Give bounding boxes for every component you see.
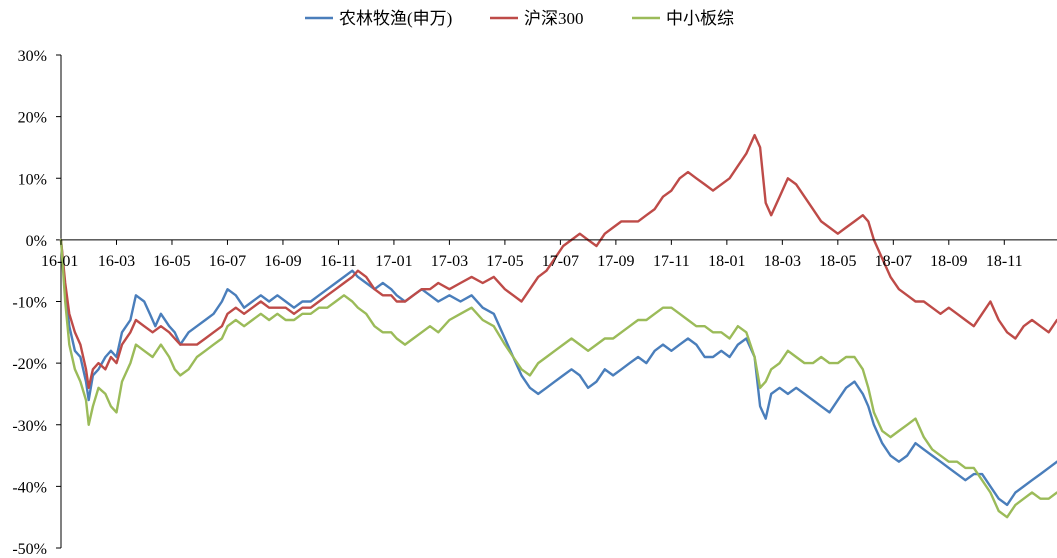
x-tick-label: 18-09 xyxy=(930,253,967,270)
x-tick-label: 18-11 xyxy=(986,253,1023,270)
x-tick-label: 17-07 xyxy=(542,253,579,270)
y-tick-label: -10% xyxy=(12,295,47,312)
x-tick-label: 18-03 xyxy=(764,253,801,270)
x-tick-label: 16-03 xyxy=(98,253,135,270)
x-tick-label: 16-05 xyxy=(153,253,190,270)
x-tick-label: 17-09 xyxy=(597,253,634,270)
x-tick-label: 18-07 xyxy=(875,253,912,270)
y-tick-label: -20% xyxy=(12,356,47,373)
y-tick-label: -50% xyxy=(12,541,47,558)
x-tick-label: 17-03 xyxy=(431,253,468,270)
y-tick-label: 0% xyxy=(26,233,47,250)
x-tick-label: 18-01 xyxy=(708,253,745,270)
x-tick-label: 16-11 xyxy=(320,253,357,270)
y-tick-label: -40% xyxy=(12,479,47,496)
chart-axes: 30% 20% 10% 0% -10% -20% -30% -40% -50% xyxy=(12,48,62,558)
x-tick-label: 16-01 xyxy=(41,253,78,270)
legend-label-series-1: 沪深300 xyxy=(524,9,584,28)
x-tick-label: 18-05 xyxy=(819,253,856,270)
y-tick-label: -30% xyxy=(12,418,47,435)
legend-label-series-0: 农林牧渔(申万) xyxy=(339,9,452,28)
x-tick-label: 17-11 xyxy=(653,253,690,270)
y-tick-label: 10% xyxy=(18,171,47,188)
x-tick-label: 16-07 xyxy=(209,253,246,270)
y-tick-label: 20% xyxy=(18,110,47,127)
series-line-2 xyxy=(59,238,1057,519)
series-line-0 xyxy=(59,238,1057,507)
y-tick-label: 30% xyxy=(18,48,47,65)
legend-label-series-2: 中小板综 xyxy=(666,9,734,28)
x-tick-label: 17-05 xyxy=(486,253,523,270)
series-line-1 xyxy=(59,133,1057,389)
x-tick-label: 16-09 xyxy=(264,253,301,270)
x-axis: 16-01 16-03 16-05 16-07 16-09 16-11 17-01 17-03… xyxy=(41,239,1057,270)
chart-series xyxy=(59,133,1057,519)
chart-legend: 农林牧渔(申万) 沪深300 中小板综 xyxy=(305,9,734,28)
x-tick-label: 17-01 xyxy=(375,253,412,270)
